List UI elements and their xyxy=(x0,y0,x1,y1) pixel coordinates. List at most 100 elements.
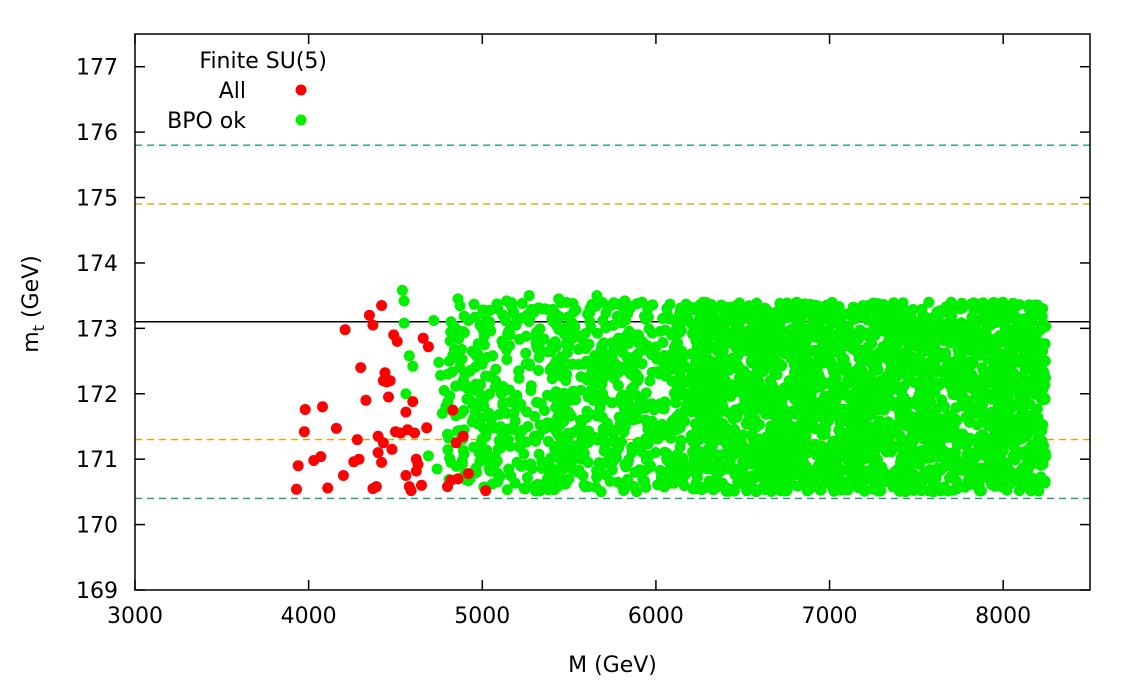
point-all xyxy=(376,300,388,311)
point-bpo-ok xyxy=(781,347,793,359)
point-bpo-ok xyxy=(809,423,821,435)
point-bpo-ok xyxy=(838,482,849,494)
point-bpo-ok xyxy=(628,480,640,492)
point-bpo-ok xyxy=(450,380,462,392)
point-bpo-ok xyxy=(854,324,866,336)
point-bpo-ok xyxy=(750,402,762,414)
point-bpo-ok xyxy=(798,304,810,316)
legend-marker-all xyxy=(295,84,307,96)
point-bpo-ok xyxy=(849,334,861,346)
point-bpo-ok xyxy=(940,450,952,462)
point-bpo-ok xyxy=(575,371,587,383)
point-bpo-ok xyxy=(827,435,839,447)
point-bpo-ok xyxy=(951,357,963,369)
point-bpo-ok xyxy=(520,330,532,342)
point-bpo-ok xyxy=(972,446,984,458)
point-bpo-ok xyxy=(1004,478,1016,490)
point-all xyxy=(351,434,363,446)
x-tick-label: 6000 xyxy=(628,604,684,629)
y-axis-title-units: (GeV) xyxy=(19,255,44,325)
point-bpo-ok xyxy=(1032,421,1044,433)
point-bpo-ok xyxy=(760,456,772,468)
point-bpo-ok xyxy=(644,461,656,473)
point-bpo-ok xyxy=(707,464,719,476)
point-bpo-ok xyxy=(533,365,544,376)
point-bpo-ok xyxy=(963,372,975,384)
point-bpo-ok xyxy=(811,356,823,368)
point-bpo-ok xyxy=(906,331,918,343)
point-bpo-ok xyxy=(787,333,799,345)
point-bpo-ok xyxy=(750,368,762,380)
point-bpo-ok xyxy=(640,414,651,426)
point-bpo-ok xyxy=(523,290,535,302)
point-bpo-ok xyxy=(583,338,595,350)
point-bpo-ok xyxy=(986,308,998,320)
point-bpo-ok xyxy=(759,321,771,333)
point-bpo-ok xyxy=(636,358,648,370)
point-bpo-ok xyxy=(887,481,899,493)
point-bpo-ok xyxy=(910,449,921,461)
point-bpo-ok xyxy=(443,355,455,367)
point-bpo-ok xyxy=(737,479,749,490)
point-bpo-ok xyxy=(955,437,966,449)
point-bpo-ok xyxy=(475,378,486,390)
point-bpo-ok xyxy=(824,312,836,323)
point-bpo-ok xyxy=(1024,477,1036,489)
point-bpo-ok xyxy=(919,451,931,463)
point-all xyxy=(337,470,349,481)
point-bpo-ok xyxy=(655,471,667,483)
point-bpo-ok xyxy=(1024,443,1036,455)
point-bpo-ok xyxy=(770,327,782,339)
point-bpo-ok xyxy=(468,413,480,425)
point-bpo-ok xyxy=(501,484,513,496)
point-bpo-ok xyxy=(966,404,978,416)
point-bpo-ok xyxy=(1036,311,1048,323)
point-bpo-ok xyxy=(672,362,684,374)
point-bpo-ok xyxy=(967,357,979,369)
point-bpo-ok xyxy=(969,315,981,327)
point-bpo-ok xyxy=(716,299,728,311)
point-all xyxy=(298,426,310,438)
point-bpo-ok xyxy=(511,389,523,401)
point-bpo-ok xyxy=(626,441,638,453)
point-bpo-ok xyxy=(456,353,468,365)
point-bpo-ok xyxy=(435,369,447,381)
point-bpo-ok xyxy=(661,309,673,320)
point-bpo-ok xyxy=(989,362,1001,374)
point-bpo-ok xyxy=(658,402,670,414)
point-bpo-ok xyxy=(445,316,457,328)
point-bpo-ok xyxy=(930,362,942,374)
point-bpo-ok xyxy=(616,436,627,448)
point-bpo-ok xyxy=(877,349,889,361)
point-bpo-ok xyxy=(568,319,580,331)
point-bpo-ok xyxy=(750,307,762,319)
point-all xyxy=(339,324,351,336)
point-bpo-ok xyxy=(1018,461,1030,473)
point-bpo-ok xyxy=(433,356,445,368)
point-bpo-ok xyxy=(864,371,876,383)
point-bpo-ok xyxy=(778,312,790,324)
point-bpo-ok xyxy=(998,429,1009,441)
point-bpo-ok xyxy=(745,342,757,354)
point-bpo-ok xyxy=(546,373,558,385)
legend-label-bpo-ok: BPO ok xyxy=(167,109,246,134)
point-bpo-ok xyxy=(686,464,698,476)
point-bpo-ok xyxy=(1034,434,1046,446)
point-bpo-ok xyxy=(581,412,592,424)
point-bpo-ok xyxy=(826,475,838,487)
point-bpo-ok xyxy=(744,324,756,336)
point-bpo-ok xyxy=(428,315,440,326)
point-bpo-ok xyxy=(834,364,845,376)
x-tick-label: 3000 xyxy=(107,604,163,629)
point-bpo-ok xyxy=(702,341,714,353)
point-bpo-ok xyxy=(547,303,559,315)
point-bpo-ok xyxy=(609,447,621,459)
point-bpo-ok xyxy=(480,431,492,442)
point-bpo-ok xyxy=(516,298,528,309)
point-bpo-ok xyxy=(480,326,492,338)
point-bpo-ok xyxy=(398,295,410,307)
point-bpo-ok xyxy=(646,428,658,440)
point-bpo-ok xyxy=(464,394,476,406)
point-bpo-ok xyxy=(494,424,506,436)
point-bpo-ok xyxy=(899,307,911,319)
